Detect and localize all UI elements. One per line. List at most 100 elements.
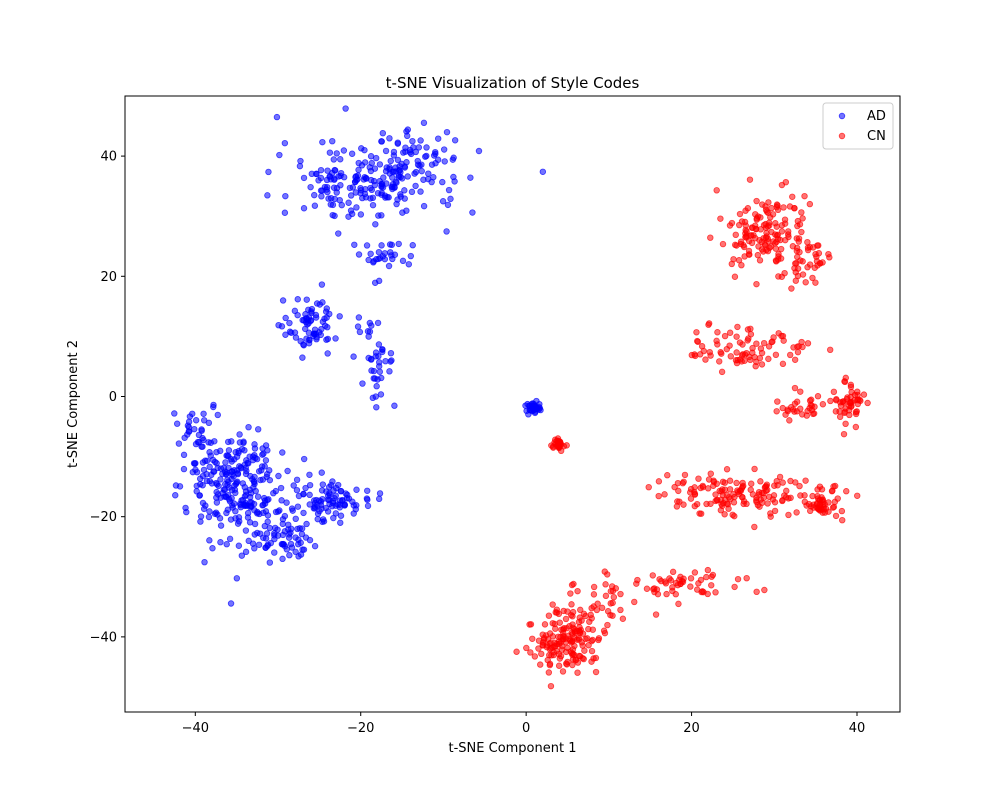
data-point-ad-c6-83 xyxy=(302,484,309,492)
data-point-cn-c8-23 xyxy=(602,581,609,588)
data-point-cn-c8-14 xyxy=(602,592,610,600)
data-point-ad-c5-164 xyxy=(223,509,230,517)
data-point-ad-c2-23 xyxy=(318,281,326,288)
data-point-cn-c2-64 xyxy=(779,360,787,368)
data-point-ad-c5-243 xyxy=(221,493,228,500)
data-point-cn-c9-1 xyxy=(704,566,712,574)
data-point-ad-c4-25 xyxy=(378,374,385,382)
data-point-cn-c7-19 xyxy=(600,627,608,634)
data-point-cn-c2-7 xyxy=(791,356,799,363)
data-point-ad-c5-135 xyxy=(238,552,246,559)
data-point-cn-c0-121 xyxy=(753,280,760,288)
data-point-ad-c0-78 xyxy=(382,147,390,155)
data-point-cn-c0-21 xyxy=(707,234,714,241)
data-point-ad-c3-62 xyxy=(302,311,309,318)
data-point-cn-c7-138 xyxy=(546,646,554,653)
data-point-ad-c4-16 xyxy=(368,367,375,374)
data-point-ad-c5-219 xyxy=(300,455,308,463)
data-point-cn-c5-140 xyxy=(727,495,734,503)
data-point-ad-c6-39 xyxy=(318,469,325,476)
data-point-ad-c0-34 xyxy=(417,137,424,144)
data-point-cn-c5-78 xyxy=(675,487,682,495)
data-point-ad-c3-67 xyxy=(306,336,313,343)
data-point-ad-c7-37 xyxy=(295,553,302,560)
data-point-cn-c9-30 xyxy=(694,586,701,593)
data-point-cn-c4-8 xyxy=(773,408,780,415)
data-point-cn-c8-29 xyxy=(609,599,616,607)
data-point-cn-c5-132 xyxy=(707,500,714,507)
data-point-cn-c5-130 xyxy=(726,477,734,484)
data-point-cn-c8-4 xyxy=(590,591,598,598)
y-tick-label: −40 xyxy=(90,630,117,645)
data-point-ad-c5-213 xyxy=(197,513,205,520)
data-point-cn-c7-137 xyxy=(542,632,550,639)
data-point-cn-c5-103 xyxy=(729,511,736,519)
data-point-ad-c4-37 xyxy=(372,393,379,400)
data-point-cn-c0-116 xyxy=(804,238,811,246)
data-point-ad-c5-185 xyxy=(215,482,222,490)
data-point-cn-c4-20 xyxy=(797,388,804,395)
data-point-cn-c9-40 xyxy=(653,586,661,593)
data-point-ad-c5-97 xyxy=(225,447,233,454)
data-point-ad-c0-114 xyxy=(376,161,384,168)
data-point-cn-c5-113 xyxy=(674,498,681,505)
data-point-cn-c6-21 xyxy=(828,488,836,495)
data-point-cn-c5-76 xyxy=(797,492,804,499)
data-point-cn-c0-66 xyxy=(806,200,814,208)
data-point-cn-c3-44 xyxy=(842,374,849,382)
data-point-cn-c1-14 xyxy=(793,235,800,242)
data-point-ad-c2-17 xyxy=(407,252,415,260)
data-point-ad-c1-22 xyxy=(414,161,422,168)
data-point-cn-c7-99 xyxy=(572,657,579,664)
data-point-cn-c5-86 xyxy=(787,494,794,502)
data-point-ad-c3-49 xyxy=(319,318,327,325)
data-point-ad-c3-52 xyxy=(324,350,331,357)
data-point-ad-c5-36 xyxy=(275,472,282,480)
data-point-cn-c5-100 xyxy=(843,488,850,495)
data-point-ad-c3-9 xyxy=(282,314,289,322)
data-point-cn-c8-24 xyxy=(619,615,627,622)
data-point-ad-c4-5 xyxy=(355,314,363,321)
data-point-ad-c0-179 xyxy=(391,183,398,191)
data-point-ad-c8-7 xyxy=(180,451,188,459)
data-point-ad-c0-146 xyxy=(397,193,404,200)
data-point-ad-c5-248 xyxy=(199,459,207,466)
data-point-cn-c0-98 xyxy=(735,257,743,264)
data-point-cn-c5-44 xyxy=(681,471,689,479)
data-point-ad-c5-235 xyxy=(232,480,240,488)
data-point-cn-c7-71 xyxy=(549,620,556,627)
data-point-cn-c9-23 xyxy=(743,575,750,582)
data-point-cn-c7-142 xyxy=(560,633,567,641)
data-point-cn-c8-2 xyxy=(568,601,575,608)
data-point-ad-c5-67 xyxy=(233,575,241,582)
data-point-cn-c5-105 xyxy=(796,482,803,490)
data-point-ad-c0-53 xyxy=(443,128,451,136)
data-point-ad-c0-125 xyxy=(311,191,318,199)
data-point-ad-c5-210 xyxy=(240,439,247,447)
data-point-cn-c3-15 xyxy=(864,399,871,407)
data-point-ad-c5-149 xyxy=(264,470,271,478)
data-point-ad-c0-183 xyxy=(439,178,446,186)
data-point-cn-c4-26 xyxy=(782,411,789,418)
data-point-cn-c7-101 xyxy=(557,652,565,660)
data-point-ad-c4-23 xyxy=(359,380,366,387)
data-point-cn-c5-131 xyxy=(764,486,771,494)
data-point-cn-c3-18 xyxy=(842,420,849,428)
data-point-ad-c3-36 xyxy=(300,341,307,348)
data-point-cn-c5-16 xyxy=(687,495,695,502)
data-point-ad-c6-82 xyxy=(276,507,283,514)
data-point-cn-c0-144 xyxy=(785,233,792,241)
data-point-ad-c7-16 xyxy=(264,518,271,525)
data-point-cn-c1-20 xyxy=(799,258,806,265)
data-point-cn-c7-127 xyxy=(526,621,533,628)
data-point-cn-c3-38 xyxy=(836,413,844,421)
data-point-cn-c2-36 xyxy=(752,363,759,370)
data-point-ad-c3-60 xyxy=(275,322,282,329)
data-point-cn-c2-18 xyxy=(733,333,740,340)
data-point-ad-c6-60 xyxy=(293,486,301,494)
data-point-cn-c5-104 xyxy=(785,511,792,519)
data-point-cn-c9-20 xyxy=(634,576,641,584)
x-axis-label: t-SNE Component 1 xyxy=(449,741,577,756)
data-point-cn-c5-55 xyxy=(704,485,712,492)
data-point-ad-c0-79 xyxy=(475,147,483,155)
